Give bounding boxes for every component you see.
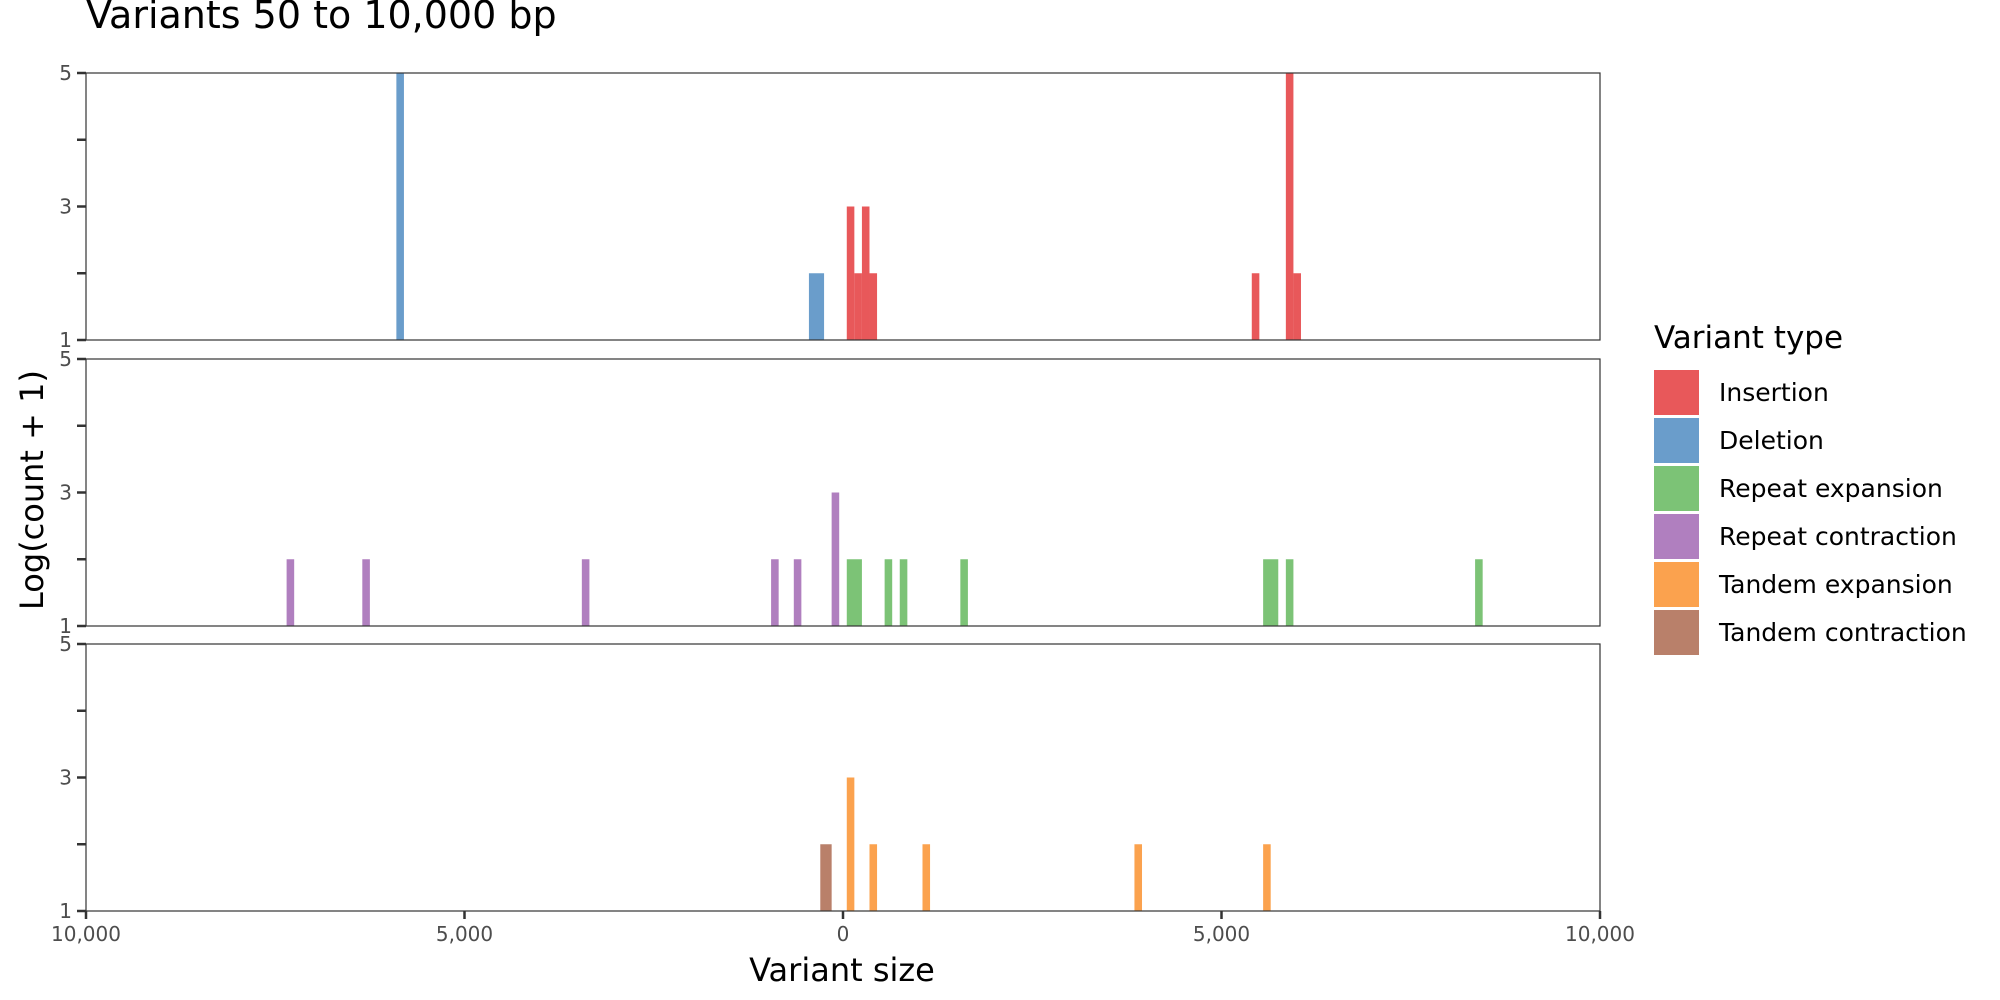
x-tick-label: 10,000	[1565, 922, 1635, 946]
y-tick-label: 3	[59, 481, 72, 505]
bar	[1263, 559, 1279, 626]
bar	[846, 777, 855, 911]
bar	[581, 559, 590, 626]
legend-item: Insertion	[1654, 368, 1967, 416]
bar	[869, 844, 878, 911]
legend: Variant type Insertion Deletion Repeat exp…	[1654, 320, 1967, 656]
legend-title: Variant type	[1654, 320, 1844, 356]
y-tick-label: 1	[59, 614, 72, 638]
bar	[793, 559, 802, 626]
y-tick-label: 1	[59, 899, 72, 923]
x-tick-label: 10,000	[51, 922, 121, 946]
bar	[861, 206, 870, 340]
x-tick-label: 5,000	[1193, 922, 1250, 946]
bar	[820, 844, 832, 911]
legend-items: Insertion Deletion Repeat expansion Repeat …	[1654, 368, 1967, 656]
legend-item: Tandem expansion	[1654, 560, 1967, 608]
legend-swatch	[1654, 561, 1699, 607]
legend-swatch	[1654, 609, 1699, 655]
legend-item: Tandem contraction	[1654, 608, 1967, 656]
facet-panel-3: 1 3 5	[59, 632, 1601, 923]
y-tick-label: 1	[59, 328, 72, 352]
y-tick-label: 3	[59, 766, 72, 790]
legend-item: Deletion	[1654, 416, 1967, 464]
x-axis: 10,000 5,000 0 5,000 10,000	[51, 911, 1635, 946]
legend-label: Insertion	[1719, 377, 1829, 407]
legend-swatch	[1654, 369, 1699, 415]
y-tick-label: 5	[59, 347, 72, 371]
x-tick-label: 0	[837, 922, 850, 946]
bar	[846, 206, 855, 340]
bar	[808, 273, 825, 340]
bar	[1251, 273, 1260, 340]
legend-label: Tandem contraction	[1719, 617, 1967, 647]
y-tick-label: 5	[59, 632, 72, 656]
x-tick-label: 5,000	[436, 922, 493, 946]
legend-item: Repeat contraction	[1654, 512, 1967, 560]
bar	[1134, 844, 1143, 911]
bar	[286, 559, 295, 626]
bar	[884, 559, 893, 626]
bar	[1285, 559, 1294, 626]
bar	[1475, 559, 1483, 626]
bar	[854, 273, 862, 340]
bar	[869, 273, 878, 340]
legend-swatch	[1654, 417, 1699, 463]
bar	[846, 559, 862, 626]
bar	[1293, 273, 1301, 340]
bar	[362, 559, 370, 626]
x-axis-label: Variant size	[749, 951, 935, 989]
bar	[831, 492, 840, 626]
facet-panel-2: 1 3 5	[59, 347, 1601, 638]
legend-label: Deletion	[1719, 425, 1824, 455]
legend-label: Repeat contraction	[1719, 521, 1957, 551]
legend-label: Tandem expansion	[1719, 569, 1953, 599]
bar	[899, 559, 908, 626]
bar	[1285, 73, 1294, 340]
bar	[960, 559, 968, 626]
legend-label: Repeat expansion	[1719, 473, 1943, 503]
y-tick-label: 5	[59, 61, 72, 85]
legend-swatch	[1654, 465, 1699, 511]
bar	[922, 844, 931, 911]
bar	[1263, 844, 1271, 911]
y-tick-label: 3	[59, 195, 72, 219]
bar	[396, 73, 404, 340]
panel-border	[85, 643, 1601, 912]
legend-swatch	[1654, 513, 1699, 559]
y-axis-label: Log(count + 1)	[13, 370, 51, 610]
legend-item: Repeat expansion	[1654, 464, 1967, 512]
chart-title: Variants 50 to 10,000 bp	[86, 0, 557, 37]
facet-panel-1: 1 3 5	[59, 61, 1601, 352]
bar	[771, 559, 779, 626]
panel-border	[85, 358, 1601, 627]
panel-border	[85, 72, 1601, 341]
